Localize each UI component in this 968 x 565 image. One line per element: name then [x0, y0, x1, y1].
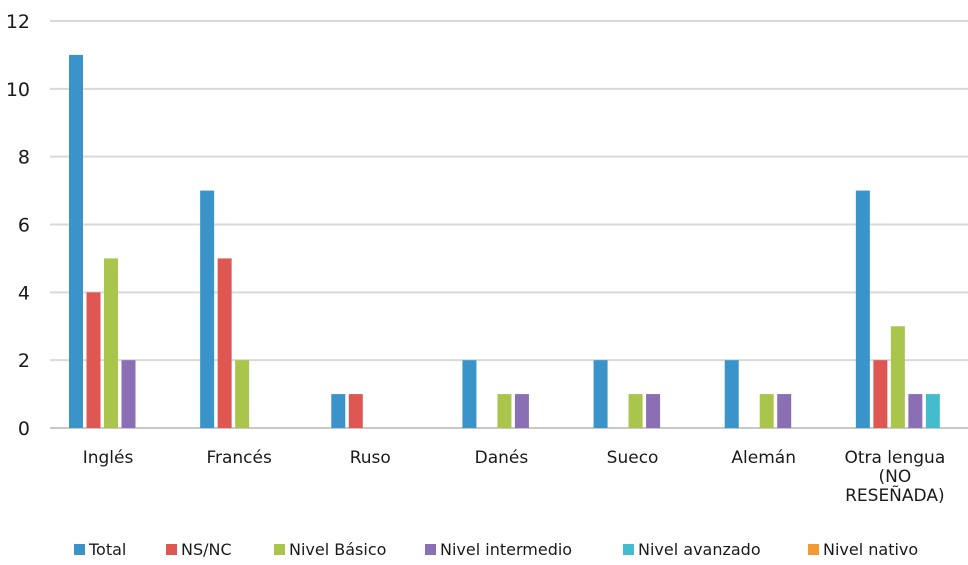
- legend-swatch: [274, 544, 285, 555]
- x-tick-label: Alemán: [731, 448, 796, 468]
- bar: [462, 360, 477, 428]
- bar: [69, 54, 83, 429]
- y-axis-ticks: 0 2 4 6 8 10 12: [6, 11, 30, 440]
- legend-label: Total: [88, 540, 126, 559]
- legend-label: Nivel avanzado: [638, 540, 761, 559]
- legend-swatch: [425, 544, 436, 555]
- bar: [628, 394, 643, 428]
- bar: [497, 394, 512, 428]
- bar: [873, 360, 888, 428]
- bar: [514, 394, 529, 428]
- bar: [200, 190, 215, 428]
- bar: [217, 258, 232, 428]
- x-tick-label: Francés: [206, 448, 272, 468]
- bar: [235, 360, 250, 428]
- bar: [593, 360, 608, 428]
- legend-label: Nivel Básico: [289, 540, 386, 559]
- gridlines: [50, 20, 968, 429]
- y-tick-label: 0: [18, 418, 30, 440]
- bar: [925, 394, 940, 428]
- x-tick-label: Otra lengua (NO RESEÑADA): [844, 448, 945, 506]
- y-tick-label: 4: [18, 282, 30, 304]
- legend-swatch: [623, 544, 634, 555]
- bar: [331, 394, 346, 428]
- bars: [69, 54, 940, 429]
- bar: [724, 360, 739, 428]
- legend-label: Nivel intermedio: [440, 540, 572, 559]
- bar: [759, 394, 774, 428]
- bar: [777, 394, 792, 428]
- bar: [890, 326, 905, 428]
- bar: [104, 258, 118, 428]
- legend: Total NS/NC Nivel Básico Nivel intermedio Ni…: [74, 540, 918, 559]
- legend-swatch: [74, 544, 85, 555]
- y-tick-label: 10: [6, 79, 30, 101]
- y-tick-label: 6: [18, 215, 30, 237]
- legend-label: Nivel nativo: [823, 540, 918, 559]
- legend-label: NS/NC: [181, 540, 232, 559]
- bar: [908, 394, 923, 428]
- bar: [121, 360, 136, 428]
- legend-swatch: [166, 544, 177, 555]
- x-tick-label: Sueco: [607, 448, 659, 468]
- y-tick-label: 2: [18, 350, 30, 372]
- bar: [855, 190, 870, 428]
- y-tick-label: 8: [18, 147, 30, 169]
- x-tick-label: Inglés: [83, 448, 134, 468]
- bar: [646, 394, 661, 428]
- legend-swatch: [808, 544, 819, 555]
- bar: [348, 394, 363, 428]
- y-tick-label: 12: [6, 11, 30, 33]
- bar: [86, 292, 101, 428]
- x-tick-label: Danés: [475, 448, 529, 468]
- x-axis-ticks: Inglés Francés Ruso Danés Sueco Alemán Otra le…: [83, 448, 946, 506]
- x-tick-label: Ruso: [350, 448, 391, 468]
